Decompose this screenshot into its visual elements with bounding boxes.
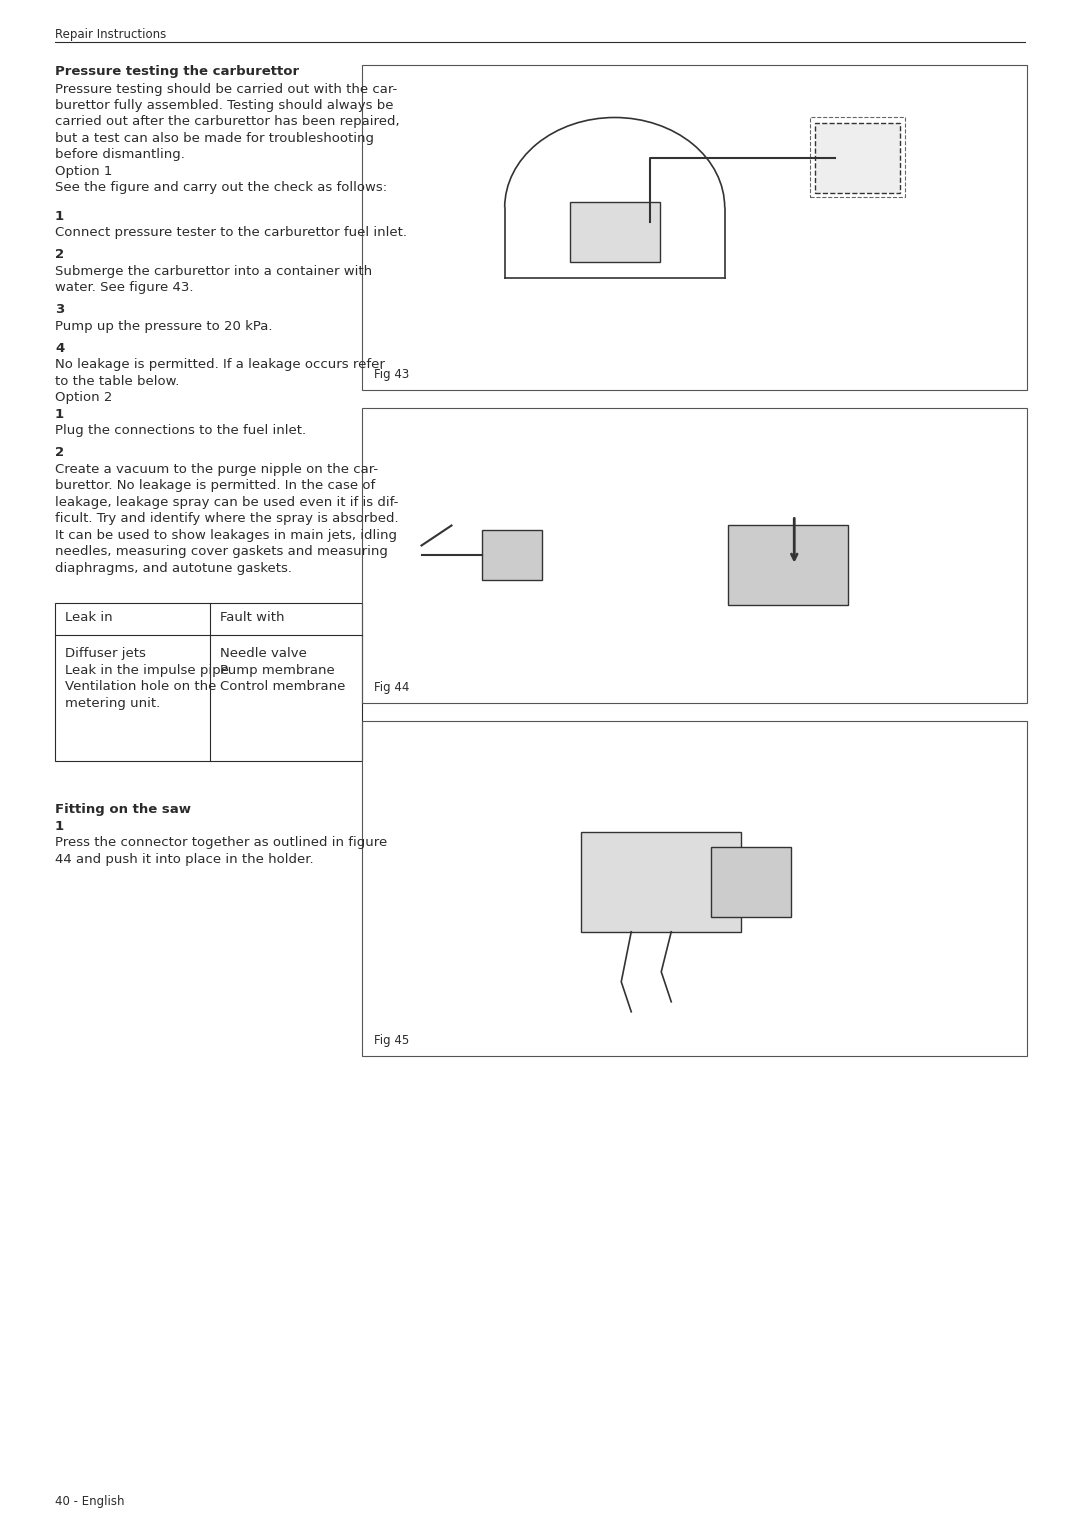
Bar: [810, 118, 905, 197]
Text: Connect pressure tester to the carburettor fuel inlet.: Connect pressure tester to the carburett…: [55, 226, 407, 240]
Text: Option 1: Option 1: [55, 165, 112, 179]
Bar: [712, 847, 792, 916]
Text: metering unit.: metering unit.: [65, 696, 160, 710]
Bar: [362, 721, 1027, 1057]
Text: Leak in the impulse pipe: Leak in the impulse pipe: [65, 664, 229, 676]
Text: Needle valve: Needle valve: [220, 647, 307, 661]
Text: Repair Instructions: Repair Instructions: [55, 27, 166, 41]
Text: It can be used to show leakages in main jets, idling: It can be used to show leakages in main …: [55, 528, 397, 542]
Bar: [362, 66, 1027, 389]
Text: ficult. Try and identify where the spray is absorbed.: ficult. Try and identify where the spray…: [55, 513, 399, 525]
Text: 1: 1: [55, 211, 64, 223]
Text: leakage, leakage spray can be used even it if is dif-: leakage, leakage spray can be used even …: [55, 496, 399, 508]
Text: 1: 1: [55, 820, 64, 834]
Text: 1: 1: [55, 408, 64, 421]
Text: Press the connector together as outlined in figure: Press the connector together as outlined…: [55, 837, 388, 849]
Text: burettor. No leakage is permitted. In the case of: burettor. No leakage is permitted. In th…: [55, 479, 375, 493]
Text: 44 and push it into place in the holder.: 44 and push it into place in the holder.: [55, 854, 313, 866]
Text: diaphragms, and autotune gaskets.: diaphragms, and autotune gaskets.: [55, 562, 292, 576]
Bar: [362, 408, 1027, 702]
Bar: [728, 525, 848, 606]
Bar: [581, 832, 741, 931]
Text: Fig 43: Fig 43: [374, 368, 409, 382]
Text: Fault with: Fault with: [220, 611, 284, 625]
Text: Pump up the pressure to 20 kPa.: Pump up the pressure to 20 kPa.: [55, 321, 272, 333]
Text: burettor fully assembled. Testing should always be: burettor fully assembled. Testing should…: [55, 99, 393, 111]
Text: Plug the connections to the fuel inlet.: Plug the connections to the fuel inlet.: [55, 425, 306, 438]
Text: needles, measuring cover gaskets and measuring: needles, measuring cover gaskets and mea…: [55, 545, 388, 559]
Text: Fitting on the saw: Fitting on the saw: [55, 803, 191, 817]
Bar: [55, 603, 362, 762]
Text: Option 2: Option 2: [55, 391, 112, 405]
Text: Diffuser jets: Diffuser jets: [65, 647, 146, 661]
Text: but a test can also be made for troubleshooting: but a test can also be made for troubles…: [55, 131, 374, 145]
Text: No leakage is permitted. If a leakage occurs refer: No leakage is permitted. If a leakage oc…: [55, 359, 384, 371]
Text: to the table below.: to the table below.: [55, 376, 179, 388]
Text: 2: 2: [55, 446, 64, 460]
Text: water. See figure 43.: water. See figure 43.: [55, 281, 193, 295]
Text: Pressure testing the carburettor: Pressure testing the carburettor: [55, 66, 299, 78]
Text: 2: 2: [55, 249, 64, 261]
Text: carried out after the carburettor has been repaired,: carried out after the carburettor has be…: [55, 116, 400, 128]
Text: Fig 45: Fig 45: [374, 1034, 409, 1048]
Text: Submerge the carburettor into a container with: Submerge the carburettor into a containe…: [55, 266, 373, 278]
Text: Control membrane: Control membrane: [220, 681, 346, 693]
Text: 40 - English: 40 - English: [55, 1495, 124, 1509]
Bar: [570, 203, 660, 263]
Bar: [482, 530, 541, 580]
Text: Ventilation hole on the: Ventilation hole on the: [65, 681, 216, 693]
Text: 4: 4: [55, 342, 64, 354]
Text: Create a vacuum to the purge nipple on the car-: Create a vacuum to the purge nipple on t…: [55, 463, 378, 476]
Text: See the figure and carry out the check as follows:: See the figure and carry out the check a…: [55, 182, 387, 194]
Bar: [814, 122, 900, 192]
Text: Pressure testing should be carried out with the car-: Pressure testing should be carried out w…: [55, 82, 397, 96]
Text: before dismantling.: before dismantling.: [55, 148, 185, 162]
Text: 3: 3: [55, 304, 64, 316]
Text: Leak in: Leak in: [65, 611, 112, 625]
Text: Pump membrane: Pump membrane: [220, 664, 335, 676]
Text: Fig 44: Fig 44: [374, 681, 409, 693]
